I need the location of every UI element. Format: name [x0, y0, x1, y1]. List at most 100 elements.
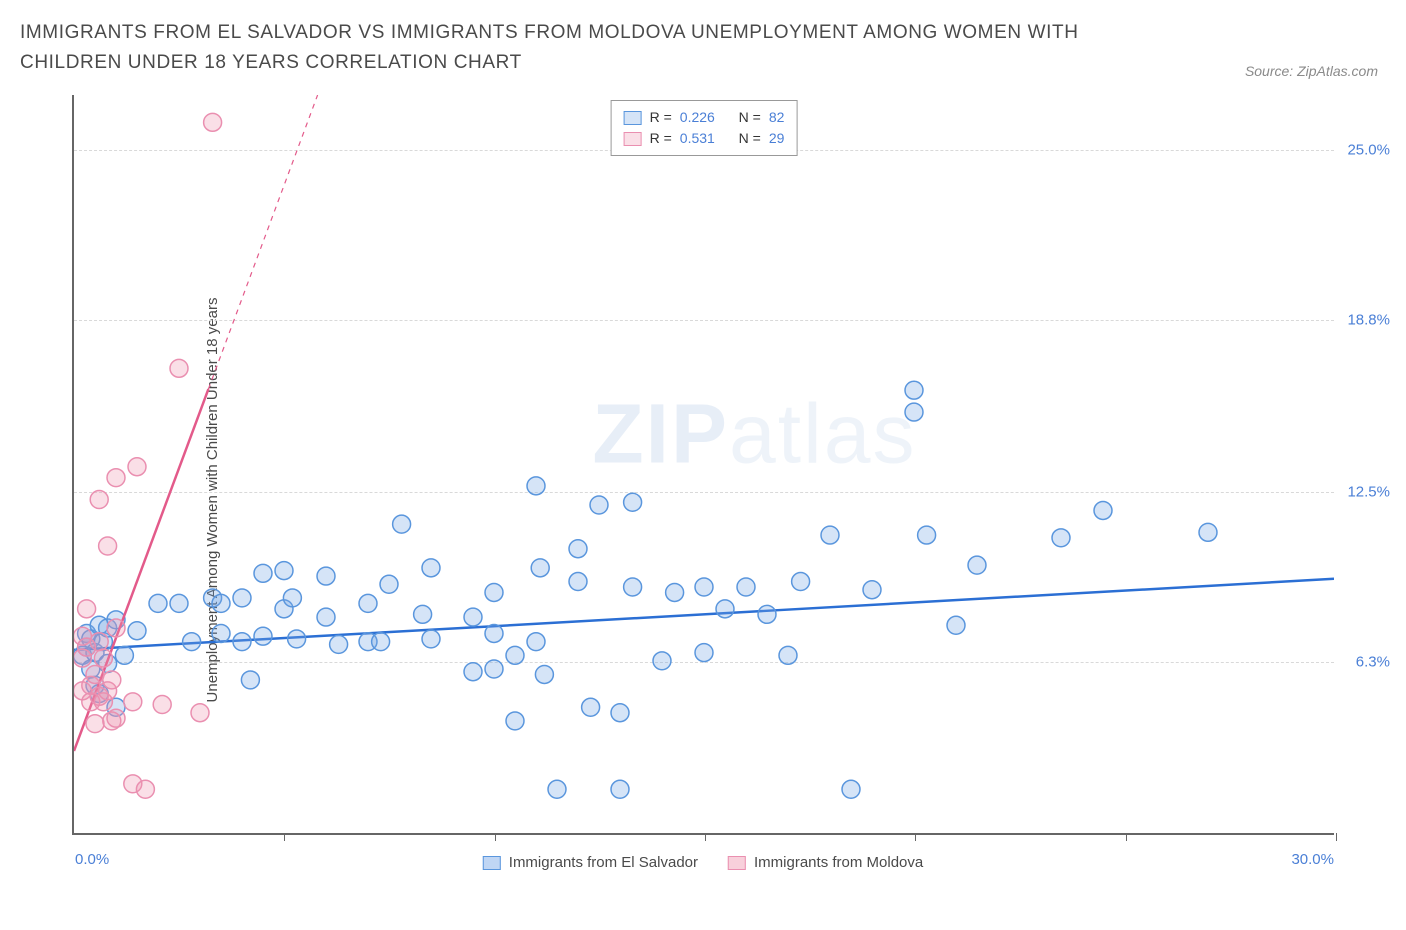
legend-swatch — [728, 856, 746, 870]
data-point — [359, 594, 377, 612]
data-point — [485, 660, 503, 678]
data-point — [115, 646, 133, 664]
x-axis-max-label: 30.0% — [1291, 851, 1334, 868]
legend-n-value: 29 — [769, 128, 785, 149]
data-point — [695, 578, 713, 596]
data-point — [422, 559, 440, 577]
trend-line-dash — [208, 95, 317, 389]
data-point — [779, 646, 797, 664]
legend-label: Immigrants from El Salvador — [509, 854, 698, 871]
data-point — [283, 589, 301, 607]
data-point — [90, 633, 108, 651]
correlation-legend: R = 0.226 N = 82 R = 0.531 N = 29 — [611, 100, 798, 156]
legend-item: Immigrants from Moldova — [728, 854, 923, 871]
data-point — [590, 496, 608, 514]
data-point — [506, 646, 524, 664]
data-point — [149, 594, 167, 612]
x-tick — [284, 833, 285, 841]
data-point — [317, 608, 335, 626]
data-point — [254, 564, 272, 582]
data-point — [548, 780, 566, 798]
legend-swatch — [483, 856, 501, 870]
data-point — [107, 619, 125, 637]
data-point — [737, 578, 755, 596]
x-tick — [495, 833, 496, 841]
data-point — [330, 635, 348, 653]
data-point — [136, 780, 154, 798]
data-point — [905, 381, 923, 399]
data-point — [624, 578, 642, 596]
data-point — [170, 594, 188, 612]
data-point — [191, 704, 209, 722]
data-point — [716, 600, 734, 618]
data-point — [758, 605, 776, 623]
data-point — [254, 627, 272, 645]
data-point — [968, 556, 986, 574]
plot-svg — [74, 95, 1334, 833]
data-point — [380, 575, 398, 593]
data-point — [78, 600, 96, 618]
data-point — [464, 608, 482, 626]
data-point — [485, 583, 503, 601]
data-point — [531, 559, 549, 577]
legend-swatch — [624, 111, 642, 125]
y-tick-label: 12.5% — [1347, 484, 1390, 501]
data-point — [611, 704, 629, 722]
chart-container: Unemployment Among Women with Children U… — [20, 95, 1386, 905]
data-point — [128, 622, 146, 640]
chart-title: IMMIGRANTS FROM EL SALVADOR VS IMMIGRANT… — [20, 18, 1120, 79]
series-legend: Immigrants from El Salvador Immigrants fr… — [483, 854, 923, 871]
data-point — [103, 671, 121, 689]
x-tick — [1336, 833, 1337, 841]
data-point — [372, 633, 390, 651]
data-point — [918, 526, 936, 544]
legend-row: R = 0.226 N = 82 — [624, 107, 785, 128]
data-point — [695, 644, 713, 662]
y-tick-label: 18.8% — [1347, 311, 1390, 328]
source-attribution: Source: ZipAtlas.com — [1245, 63, 1378, 79]
data-point — [905, 403, 923, 421]
data-point — [153, 696, 171, 714]
data-point — [792, 573, 810, 591]
x-tick — [1126, 833, 1127, 841]
data-point — [204, 113, 222, 131]
legend-r-value: 0.531 — [680, 128, 715, 149]
legend-n-label: N = — [739, 128, 761, 149]
data-point — [393, 515, 411, 533]
data-point — [1094, 501, 1112, 519]
data-point — [863, 581, 881, 599]
legend-r-value: 0.226 — [680, 107, 715, 128]
data-point — [611, 780, 629, 798]
data-point — [1199, 523, 1217, 541]
data-point — [99, 537, 117, 555]
data-point — [86, 715, 104, 733]
data-point — [535, 665, 553, 683]
data-point — [666, 583, 684, 601]
data-point — [212, 624, 230, 642]
legend-r-label: R = — [650, 128, 672, 149]
data-point — [624, 493, 642, 511]
data-point — [128, 458, 146, 476]
data-point — [485, 624, 503, 642]
data-point — [107, 469, 125, 487]
y-tick-label: 25.0% — [1347, 141, 1390, 158]
data-point — [86, 665, 104, 683]
data-point — [241, 671, 259, 689]
data-point — [569, 540, 587, 558]
data-point — [212, 594, 230, 612]
data-point — [842, 780, 860, 798]
data-point — [569, 573, 587, 591]
legend-r-label: R = — [650, 107, 672, 128]
data-point — [94, 649, 112, 667]
legend-row: R = 0.531 N = 29 — [624, 128, 785, 149]
data-point — [288, 630, 306, 648]
data-point — [1052, 529, 1070, 547]
legend-item: Immigrants from El Salvador — [483, 854, 698, 871]
data-point — [464, 663, 482, 681]
plot-area: ZIPatlas R = 0.226 N = 82 R = 0.531 N = … — [72, 95, 1334, 835]
data-point — [422, 630, 440, 648]
data-point — [527, 477, 545, 495]
data-point — [90, 491, 108, 509]
data-point — [414, 605, 432, 623]
data-point — [821, 526, 839, 544]
